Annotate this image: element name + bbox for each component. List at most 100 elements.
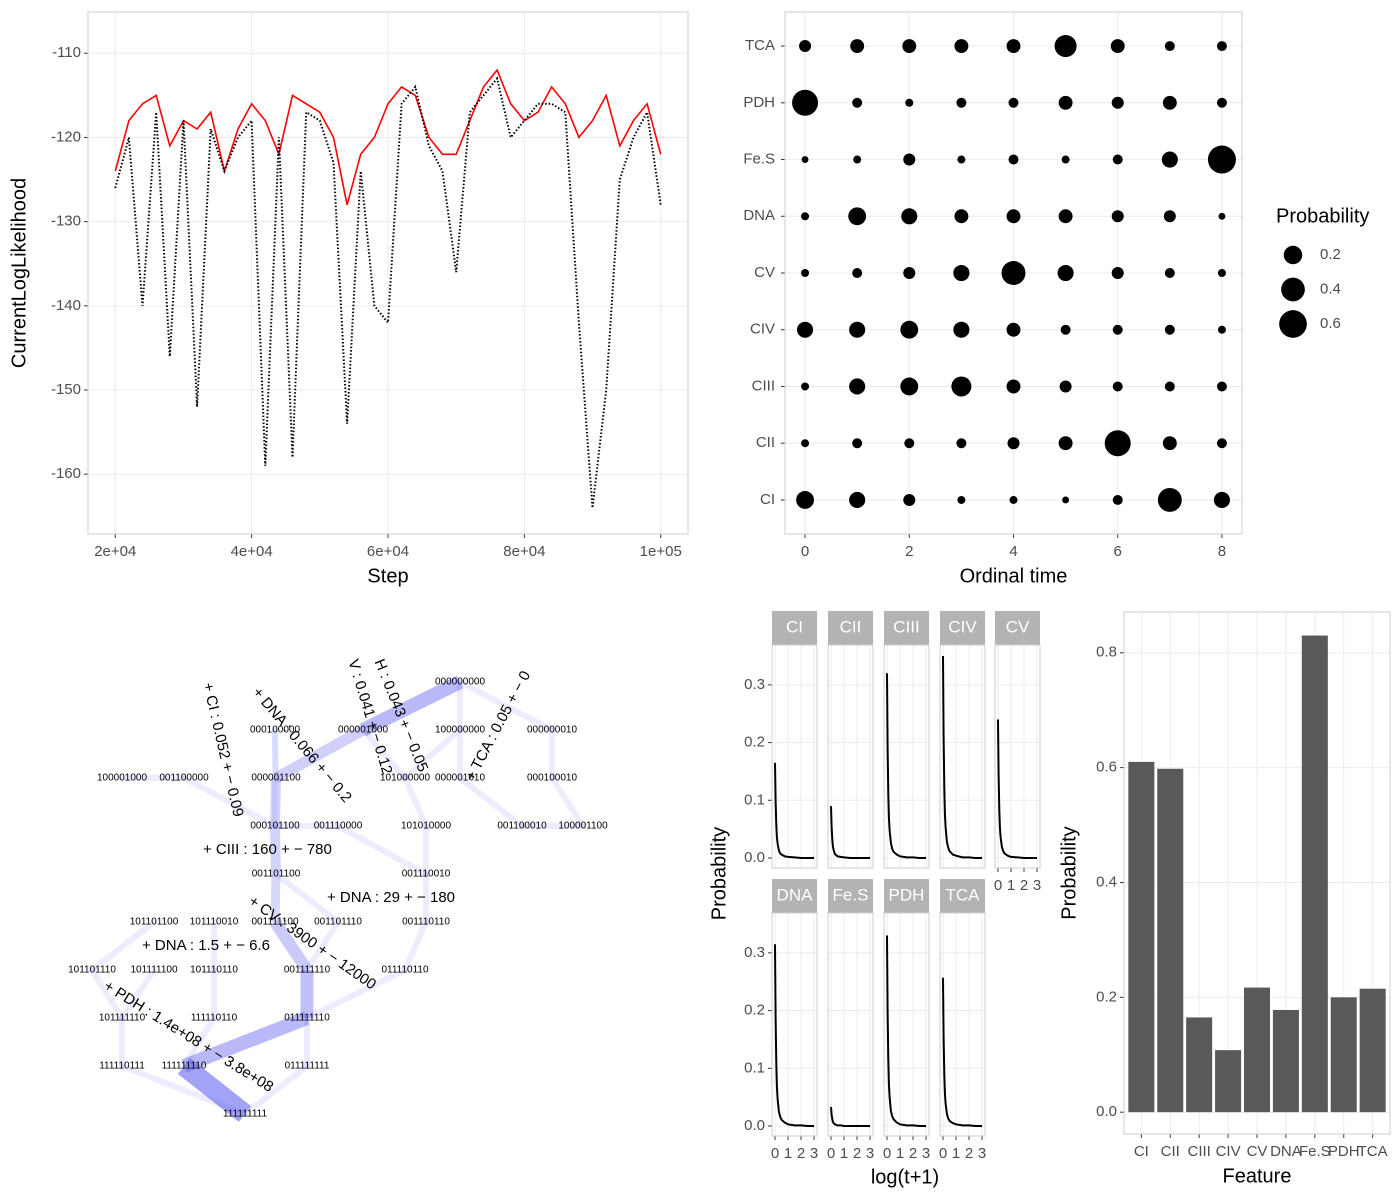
x-tick-label: CII [1161, 1143, 1180, 1160]
legend-key [1283, 245, 1303, 265]
x-tick-label: 1e+05 [640, 543, 682, 560]
bubble [801, 269, 810, 277]
x-tick-label: CI [1134, 1143, 1149, 1160]
y-tick-label: 0.8 [1096, 644, 1117, 661]
x-tick-label: CV [1247, 1143, 1268, 1160]
bubble [1157, 487, 1182, 512]
x-tick-label: DNA [1270, 1143, 1302, 1160]
graph-edge [402, 775, 429, 829]
x-tick-label: 3 [810, 1145, 818, 1162]
y-tick-label: -160 [51, 465, 81, 482]
line [774, 762, 814, 859]
x-tick-label: 3 [922, 1145, 930, 1162]
x-tick-label: 2 [909, 1145, 917, 1162]
legend-key [1281, 277, 1305, 302]
line [114, 68, 662, 206]
bubble [801, 382, 810, 391]
line [830, 806, 870, 859]
bubble [1001, 261, 1026, 285]
y-tick-label: 0.4 [1096, 873, 1117, 890]
graph-edge [457, 679, 555, 733]
graph-edge [359, 675, 464, 737]
bubble [953, 321, 970, 338]
bubble [957, 495, 966, 504]
bubble [849, 491, 866, 509]
bubble [1007, 437, 1020, 450]
y-tick-label: TCA [745, 37, 775, 54]
bar [1186, 1017, 1213, 1113]
y-tick-label: 0.3 [744, 676, 765, 693]
x-tick-label: PDH [1328, 1143, 1360, 1160]
x-tick-label: 0 [994, 877, 1002, 894]
facet-strip [884, 879, 929, 913]
x-tick-label: 0 [801, 543, 809, 560]
facet-label: TCA [946, 885, 981, 904]
y-tick-label: CIV [750, 321, 775, 338]
graph-node: 100000000 [435, 725, 485, 736]
y-tick-label: 0.0 [1096, 1103, 1117, 1120]
facet-strip [884, 611, 929, 645]
bubble [1110, 39, 1125, 54]
facet-strip [940, 611, 985, 645]
x-tick-label: 8 [1218, 543, 1226, 560]
graph-node: 001100000 [159, 773, 209, 784]
panel-border [771, 644, 818, 869]
bar [1359, 988, 1386, 1113]
x-tick-label: 4 [1009, 543, 1017, 560]
facet-strip [828, 611, 873, 645]
facet-strip [940, 879, 985, 913]
y-tick-label: -130 [51, 213, 81, 230]
y-axis-title: Probability [1058, 826, 1080, 919]
panel-border [827, 912, 874, 1137]
bubble [900, 377, 919, 396]
graph-edge [89, 967, 125, 1021]
bubble [850, 39, 865, 54]
panel-border [827, 644, 874, 869]
graph-node: 101110010 [190, 917, 239, 928]
graph-node: 111111111 [223, 1109, 268, 1120]
bar [1128, 761, 1155, 1113]
x-tick-label: 0 [939, 1145, 947, 1162]
graph-node: 000100010 [527, 773, 577, 784]
y-tick-label: DNA [743, 207, 775, 224]
bubble [954, 39, 969, 54]
y-tick-label: 0.0 [744, 849, 765, 866]
x-tick-label: TCA [1358, 1143, 1388, 1160]
y-axis-title: Probability [708, 827, 730, 920]
bar [1272, 1009, 1299, 1113]
bar [1330, 997, 1357, 1113]
y-tick-label: 0.3 [744, 944, 765, 961]
graph-node: 101101110 [68, 965, 116, 976]
x-tick-label: 0 [771, 1145, 779, 1162]
bubble [1218, 212, 1226, 220]
graph-node: 000000010 [527, 725, 577, 736]
bubble [1111, 210, 1124, 223]
graph-edge [270, 825, 281, 875]
bubble [1112, 494, 1123, 505]
x-tick-label: CIV [1216, 1143, 1241, 1160]
y-tick-label: CIII [752, 377, 775, 394]
facet-label: CIV [948, 617, 977, 636]
bubble [904, 438, 915, 449]
graph-node: 001101110 [314, 917, 362, 928]
bubble [1164, 41, 1175, 52]
graph-edge [181, 775, 278, 829]
panel-border [883, 912, 930, 1137]
graph-node: 101110110 [190, 965, 238, 976]
bubble [1062, 496, 1070, 504]
panel-border [883, 644, 930, 869]
bubble [1008, 97, 1019, 108]
facet-strip [772, 611, 817, 645]
graph-node: 000001000 [338, 725, 388, 736]
x-tick-label: 0 [827, 1145, 835, 1162]
graph-node: 000001100 [251, 773, 301, 784]
y-tick-label: 0.1 [744, 1059, 765, 1076]
bubble [1058, 436, 1073, 451]
bubble [1006, 39, 1021, 54]
graph-edge [272, 727, 279, 781]
graph-node: 101000000 [380, 773, 430, 784]
facet-label: PDH [889, 885, 925, 904]
graph-edge [549, 775, 586, 829]
x-tick-label: 3 [866, 1145, 874, 1162]
